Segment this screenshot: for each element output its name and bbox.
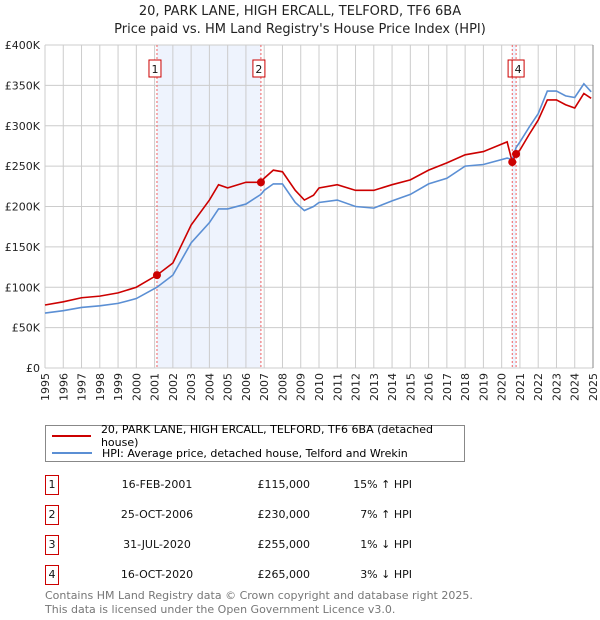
x-tick-label: 2008	[276, 373, 289, 401]
x-tick-label: 2003	[185, 373, 198, 401]
transaction-row: 3 31-JUL-2020 £255,000 1% ↓ HPI	[45, 535, 465, 557]
x-tick-label: 2024	[569, 373, 582, 401]
x-tick-label: 2019	[477, 373, 490, 401]
x-tick-label: 2000	[130, 373, 143, 401]
chart-subtitle: Price paid vs. HM Land Registry's House …	[114, 22, 486, 37]
transaction-row: 1 16-FEB-2001 £115,000 15% ↑ HPI	[45, 475, 465, 497]
chart-title: 20, PARK LANE, HIGH ERCALL, TELFORD, TF6…	[138, 4, 462, 19]
property-price-line	[44, 92, 592, 306]
footer-copyright: Contains HM Land Registry data © Crown c…	[45, 589, 473, 602]
x-tick-label: 2025	[587, 373, 600, 401]
x-tick-label: 1996	[57, 373, 70, 401]
x-tick-label: 2017	[441, 373, 454, 401]
x-tick-label: 2009	[295, 373, 308, 401]
x-tick-label: 1995	[39, 373, 52, 401]
legend: 20, PARK LANE, HIGH ERCALL, TELFORD, TF6…	[45, 423, 465, 462]
transaction-price: £230,000	[257, 508, 311, 521]
transaction-number: 2	[45, 505, 59, 525]
x-tick-label: 1997	[76, 373, 89, 401]
transaction-number: 3	[45, 535, 59, 555]
transaction-price: £115,000	[257, 478, 311, 491]
footer-licence: This data is licensed under the Open Gov…	[45, 603, 396, 616]
x-tick-label: 2018	[459, 373, 472, 401]
transaction-number: 1	[45, 475, 59, 495]
transaction-hpi-diff: 7% ↑ HPI	[360, 508, 412, 521]
sale-label: 4	[515, 63, 522, 76]
transaction-number: 4	[45, 565, 59, 585]
transaction-hpi-diff: 3% ↓ HPI	[360, 568, 412, 581]
sale-label-box	[148, 59, 162, 78]
transaction-price: £265,000	[257, 568, 311, 581]
x-tick-label: 2006	[240, 373, 253, 401]
sale-point	[256, 178, 265, 187]
y-tick-label: £300K	[5, 120, 41, 133]
x-tick-label: 1998	[94, 373, 107, 401]
sale-label-box	[511, 59, 525, 78]
x-tick-label: 2011	[331, 373, 344, 401]
x-tick-label: 2001	[149, 373, 162, 401]
x-tick-label: 2013	[368, 373, 381, 401]
legend-swatch-hpi	[52, 452, 92, 454]
y-tick-label: £400K	[5, 39, 41, 52]
transaction-row: 2 25-OCT-2006 £230,000 7% ↑ HPI	[45, 505, 465, 527]
price-chart: 1995 1996 1997 1998 1999 2000 2001 2002 2003 2004…	[5, 39, 600, 401]
legend-item-property: 20, PARK LANE, HIGH ERCALL, TELFORD, TF6…	[52, 423, 464, 449]
legend-label-hpi: HPI: Average price, detached house, Telf…	[102, 446, 408, 460]
sale-point	[152, 271, 161, 280]
x-tick-label: 2021	[514, 373, 527, 401]
y-tick-label: £0	[26, 362, 40, 375]
x-tick-label: 2004	[203, 373, 216, 401]
x-tick-label: 2007	[258, 373, 271, 401]
x-tick-label: 2015	[404, 373, 417, 401]
x-tick-label: 2022	[532, 373, 545, 401]
transaction-date: 16-FEB-2001	[121, 478, 193, 491]
transaction-date: 31-JUL-2020	[123, 538, 191, 551]
transaction-row: 4 16-OCT-2020 £265,000 3% ↓ HPI	[45, 565, 465, 587]
transaction-date: 25-OCT-2006	[120, 508, 194, 521]
x-tick-label: 2005	[222, 373, 235, 401]
y-tick-label: £50K	[12, 322, 41, 335]
legend-item-hpi: HPI: Average price, detached house, Telf…	[52, 445, 408, 461]
legend-swatch-property	[52, 435, 91, 437]
x-tick-label: 2016	[423, 373, 436, 401]
legend-label-property: 20, PARK LANE, HIGH ERCALL, TELFORD, TF6…	[100, 423, 433, 449]
sale-point	[508, 158, 517, 167]
x-tick-label: 2014	[386, 373, 399, 401]
y-tick-label: £100K	[5, 281, 41, 294]
x-tick-label: 2020	[496, 373, 509, 401]
x-tick-label: 2012	[350, 373, 363, 401]
sale-label: 2	[255, 63, 262, 76]
x-tick-label: 2002	[167, 373, 180, 401]
transaction-price: £255,000	[257, 538, 311, 551]
sale-label: 1	[151, 63, 158, 76]
sale-point	[512, 150, 521, 159]
transaction-date: 16-OCT-2020	[120, 568, 194, 581]
y-tick-label: £250K	[5, 160, 41, 173]
y-tick-label: £350K	[5, 79, 41, 92]
x-tick-label: 1999	[112, 373, 125, 401]
transaction-hpi-diff: 1% ↓ HPI	[360, 538, 412, 551]
x-tick-label: 2023	[550, 373, 563, 401]
hpi-line	[44, 82, 592, 314]
sale-label-box	[252, 59, 266, 78]
transaction-hpi-diff: 15% ↑ HPI	[353, 478, 412, 491]
x-tick-label: 2010	[313, 373, 326, 401]
y-tick-label: £200K	[5, 201, 41, 214]
y-tick-label: £150K	[5, 241, 41, 254]
